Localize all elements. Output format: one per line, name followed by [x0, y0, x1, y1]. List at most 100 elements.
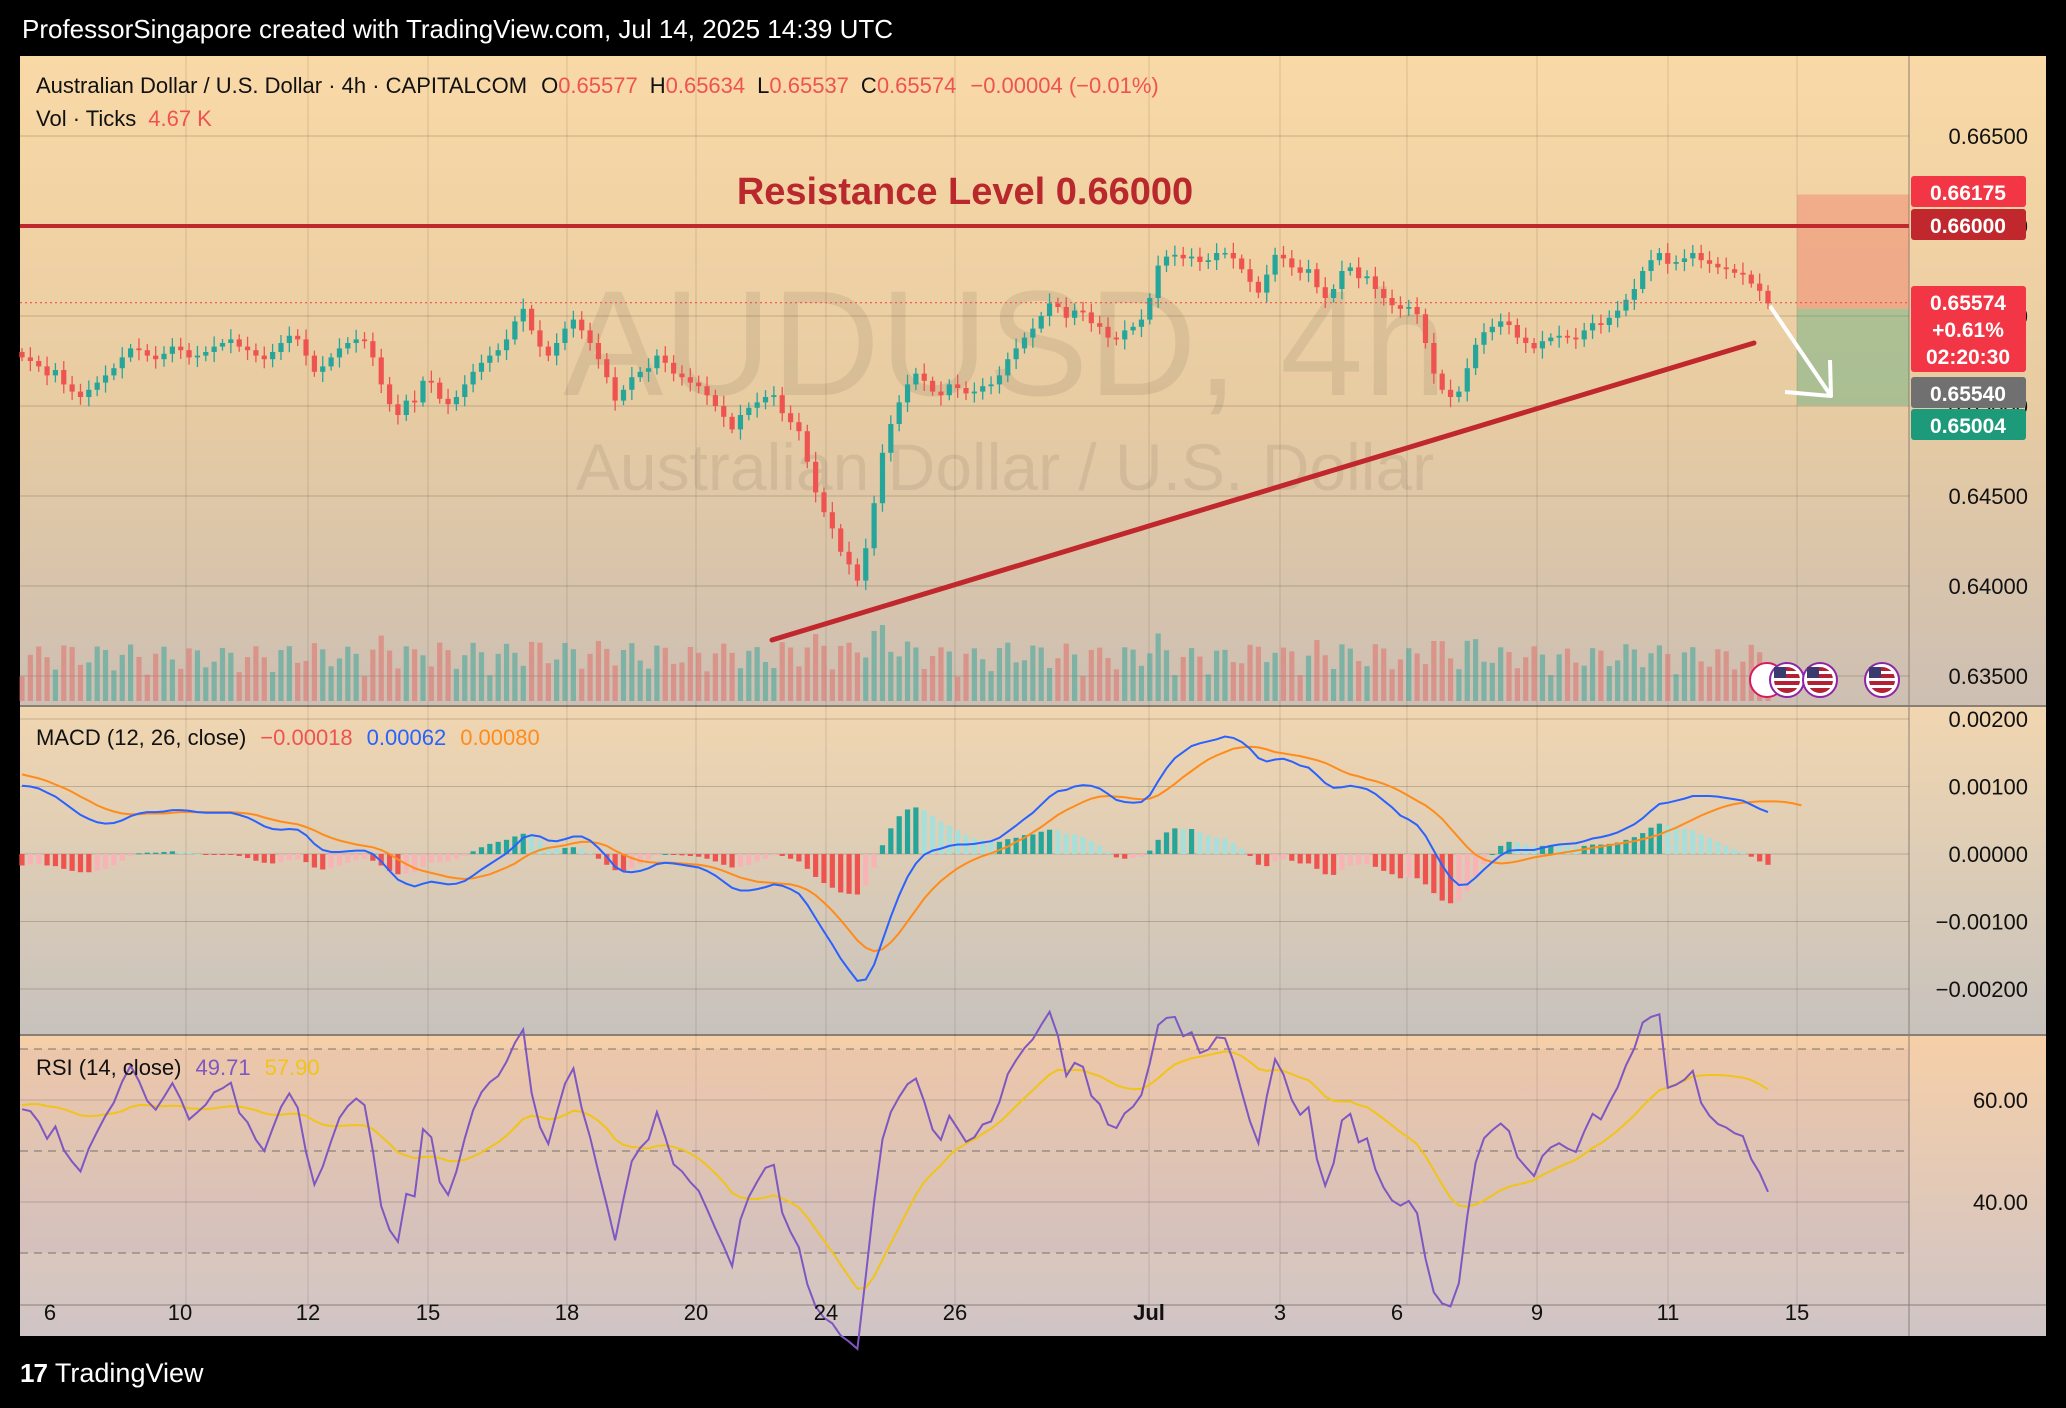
- volume-bar: [1422, 664, 1429, 701]
- candle-body: [470, 371, 476, 385]
- candle-body: [854, 564, 861, 581]
- macd-pane-bg: [20, 707, 2046, 1034]
- macd-histogram-bar: [503, 839, 510, 854]
- macd-histogram-bar: [629, 854, 635, 869]
- us-flag-icon-canton: [1807, 667, 1819, 678]
- candle-body: [336, 348, 343, 358]
- macd-tick-label: −0.00100: [1936, 910, 2028, 935]
- macd-histogram-bar: [1648, 827, 1654, 854]
- short-position-box[interactable]: [1797, 194, 1909, 406]
- volume-bar: [1581, 665, 1587, 701]
- candle-body: [996, 375, 1003, 385]
- macd-histogram-bar: [1297, 854, 1303, 864]
- volume-bar: [1214, 650, 1220, 701]
- macd-histogram-bar: [871, 854, 877, 868]
- macd-histogram-bar: [144, 852, 150, 854]
- tradingview-logo-icon: 17: [20, 1357, 48, 1388]
- volume-bar: [971, 648, 977, 701]
- candle-body: [537, 330, 543, 347]
- volume-bar: [946, 651, 952, 701]
- volume-bar: [178, 668, 184, 701]
- macd-histogram-bar: [821, 854, 827, 884]
- macd-histogram-bar: [679, 854, 685, 856]
- candle-body: [1723, 267, 1729, 270]
- macd-histogram-bar: [1230, 843, 1236, 854]
- macd-histogram-bar: [44, 854, 50, 866]
- volume-bar: [545, 663, 551, 701]
- volume-bar: [1364, 666, 1370, 701]
- volume-bar: [361, 676, 368, 701]
- resistance-annotation[interactable]: Resistance Level 0.66000: [737, 171, 1193, 213]
- volume-bar: [762, 662, 769, 701]
- candle-body: [1498, 321, 1504, 327]
- macd-histogram-bar: [1122, 854, 1128, 859]
- candle-body: [1573, 337, 1579, 340]
- volume-bar: [1640, 667, 1646, 701]
- macd-tick-label: 0.00100: [1948, 775, 2028, 800]
- candle-body: [395, 404, 401, 415]
- candle-body: [871, 503, 877, 549]
- macd-histogram-bar: [1723, 845, 1729, 854]
- candle-body: [1489, 326, 1495, 333]
- event-flags[interactable]: [1749, 662, 1900, 698]
- candle-body: [286, 335, 292, 343]
- macd-histogram-bar: [537, 840, 543, 854]
- volume-bar: [1573, 662, 1579, 701]
- volume-bar: [1406, 648, 1412, 701]
- candle-body: [412, 400, 418, 403]
- volume-bar: [1122, 647, 1128, 701]
- candle-body: [1640, 271, 1646, 289]
- macd-histogram-bar: [980, 840, 986, 854]
- macd-histogram-bar: [36, 854, 42, 865]
- volume-bar: [620, 650, 627, 701]
- macd-histogram-bar: [286, 854, 292, 861]
- candle-body: [1456, 391, 1462, 397]
- target-price-label: 0.65004: [1911, 409, 2026, 440]
- candle-body: [1155, 265, 1161, 298]
- macd-histogram-bar: [1406, 854, 1412, 878]
- candle-body: [955, 384, 961, 388]
- time-tick-label: 6: [44, 1300, 56, 1325]
- macd-histogram-bar: [1364, 854, 1370, 865]
- volume-bar: [77, 664, 84, 701]
- candle-body: [754, 402, 760, 408]
- macd-histogram-bar: [1330, 854, 1337, 875]
- volume-bar: [19, 676, 25, 701]
- volume-bar: [1539, 654, 1546, 701]
- tradingview-brand[interactable]: TradingView: [54, 1357, 204, 1388]
- volume-bar: [696, 652, 702, 701]
- candle-body: [787, 413, 794, 423]
- candle-body: [1356, 267, 1362, 279]
- candle-body: [1180, 254, 1186, 259]
- candle-body: [261, 355, 267, 360]
- macd-histogram-bar: [1163, 832, 1170, 854]
- macd-histogram-bar: [1422, 854, 1429, 885]
- candle-body: [1339, 271, 1345, 289]
- candle-body: [1322, 287, 1328, 298]
- candle-body: [829, 512, 835, 529]
- candle-body: [36, 361, 42, 367]
- macd-histogram-bar: [1381, 854, 1387, 871]
- macd-histogram-bar: [813, 854, 819, 877]
- macd-histogram-bar: [203, 854, 209, 855]
- volume-bar: [1431, 641, 1437, 701]
- us-flag-icon-stripe: [1869, 685, 1895, 688]
- candle-body: [1214, 253, 1220, 261]
- volume-bar: [1088, 649, 1094, 701]
- drawings[interactable]: [20, 224, 1909, 643]
- price-tick-label: 0.63500: [1948, 664, 2028, 689]
- macd-histogram-bar: [128, 854, 134, 857]
- candle-body: [445, 398, 451, 405]
- volume-bar: [487, 675, 493, 701]
- time-tick-label: 10: [168, 1300, 192, 1325]
- volume-bar: [1180, 656, 1186, 701]
- macd-histogram-bar: [102, 854, 109, 869]
- candle-body: [1681, 258, 1688, 262]
- candle-body: [637, 371, 643, 378]
- volume-bar: [1013, 662, 1019, 701]
- volume-bar: [1690, 647, 1696, 701]
- macd-histogram-bar: [136, 853, 142, 855]
- macd-histogram-bar: [336, 854, 343, 866]
- volume-bar: [1514, 668, 1520, 701]
